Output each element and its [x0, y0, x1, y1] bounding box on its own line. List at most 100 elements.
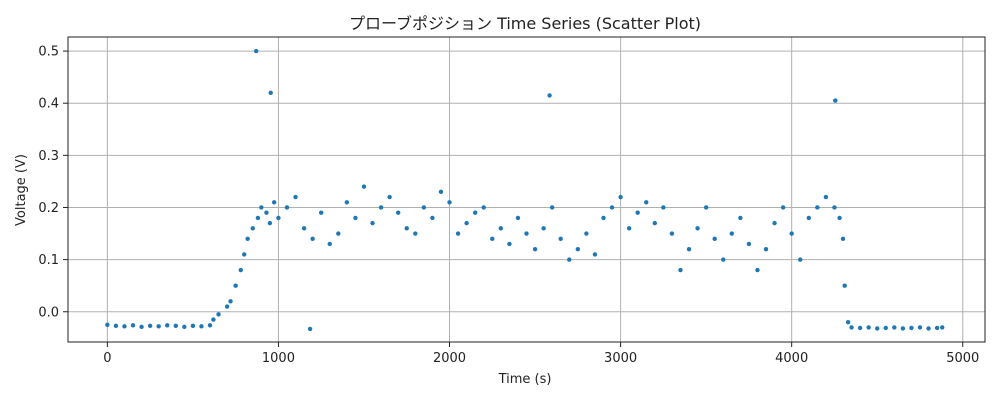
data-point: [917, 325, 923, 330]
data-point: [255, 215, 261, 221]
data-point: [678, 267, 683, 273]
data-point: [481, 205, 486, 210]
y-tick-label: 0.4: [38, 97, 59, 112]
data-point: [105, 322, 110, 327]
y-tick-label: 0.5: [38, 45, 59, 60]
x-tick-label: 1000: [262, 351, 295, 366]
data-point: [883, 325, 888, 331]
data-point: [857, 325, 863, 331]
x-axis: 0 1000 2000 3000 4000 5000: [103, 342, 979, 366]
data-point: [806, 215, 811, 221]
data-point: [130, 323, 136, 328]
data-point: [840, 236, 846, 241]
data-point: [199, 324, 204, 329]
x-tick-label: 2000: [433, 351, 466, 366]
y-tick-label: 0.0: [38, 305, 59, 320]
data-points: [105, 48, 945, 332]
data-point: [541, 226, 546, 231]
data-point: [789, 231, 794, 236]
data-point: [549, 205, 555, 210]
data-point: [238, 267, 243, 273]
data-point: [267, 220, 273, 226]
data-point: [755, 267, 760, 273]
data-point: [738, 215, 743, 221]
data-point: [815, 205, 820, 210]
data-point: [464, 220, 469, 226]
data-point: [259, 205, 264, 210]
data-point: [455, 231, 461, 236]
x-tick-label: 3000: [604, 351, 637, 366]
data-point: [940, 325, 945, 330]
data-point: [344, 200, 350, 205]
data-point: [147, 323, 153, 329]
data-point: [327, 241, 332, 247]
grid: [68, 37, 985, 342]
y-tick-label: 0.1: [38, 253, 59, 268]
data-point: [301, 226, 307, 231]
data-point: [293, 194, 298, 200]
data-point: [224, 304, 230, 309]
data-point: [490, 236, 495, 241]
data-point: [173, 323, 178, 329]
data-point: [245, 236, 250, 241]
data-point: [592, 252, 598, 257]
data-point: [336, 231, 341, 236]
data-point: [644, 200, 649, 205]
data-point: [370, 220, 375, 226]
data-point: [404, 226, 409, 231]
chart-title: プローブポジション Time Series (Scatter Plot): [349, 14, 701, 33]
data-point: [438, 189, 444, 195]
data-point: [934, 325, 940, 331]
data-point: [319, 210, 324, 215]
data-point: [695, 226, 700, 231]
y-axis-label: Voltage (V): [14, 154, 29, 226]
data-point: [113, 323, 119, 329]
data-point: [892, 325, 897, 330]
data-point: [207, 323, 213, 328]
data-point: [833, 98, 838, 103]
data-point: [242, 252, 247, 257]
plot-frame: [67, 36, 986, 343]
data-point: [276, 215, 281, 221]
x-tick-label: 0: [103, 351, 111, 366]
data-point: [233, 283, 238, 288]
data-point: [866, 325, 871, 330]
data-point: [524, 231, 529, 236]
data-point: [798, 257, 803, 262]
data-point: [669, 231, 675, 236]
data-point: [156, 324, 161, 329]
data-point: [216, 312, 221, 317]
data-point: [228, 299, 233, 304]
data-point: [618, 194, 623, 200]
data-point: [661, 205, 666, 210]
data-point: [609, 205, 615, 210]
data-point: [635, 210, 640, 215]
data-point: [626, 226, 632, 231]
data-point: [746, 241, 752, 247]
data-point: [763, 246, 769, 252]
data-point: [361, 184, 367, 189]
data-point: [507, 241, 512, 247]
data-point: [284, 205, 290, 210]
x-axis-label: Time (s): [498, 372, 552, 387]
data-point: [353, 215, 358, 221]
data-point: [832, 205, 837, 210]
data-point: [875, 326, 880, 331]
y-tick-label: 0.3: [38, 149, 59, 164]
data-point: [686, 246, 692, 252]
data-point: [421, 205, 427, 210]
data-point: [909, 325, 914, 331]
data-point: [558, 236, 563, 241]
y-axis: 0.0 0.1 0.2 0.3 0.4 0.5: [38, 45, 68, 320]
data-point: [250, 226, 255, 231]
data-point: [268, 90, 273, 95]
data-point: [264, 210, 269, 215]
data-point: [211, 317, 216, 322]
data-point: [447, 200, 452, 205]
data-point: [575, 246, 581, 252]
data-point: [547, 93, 552, 98]
data-point: [165, 323, 170, 328]
data-point: [567, 257, 572, 262]
data-point: [430, 215, 435, 221]
